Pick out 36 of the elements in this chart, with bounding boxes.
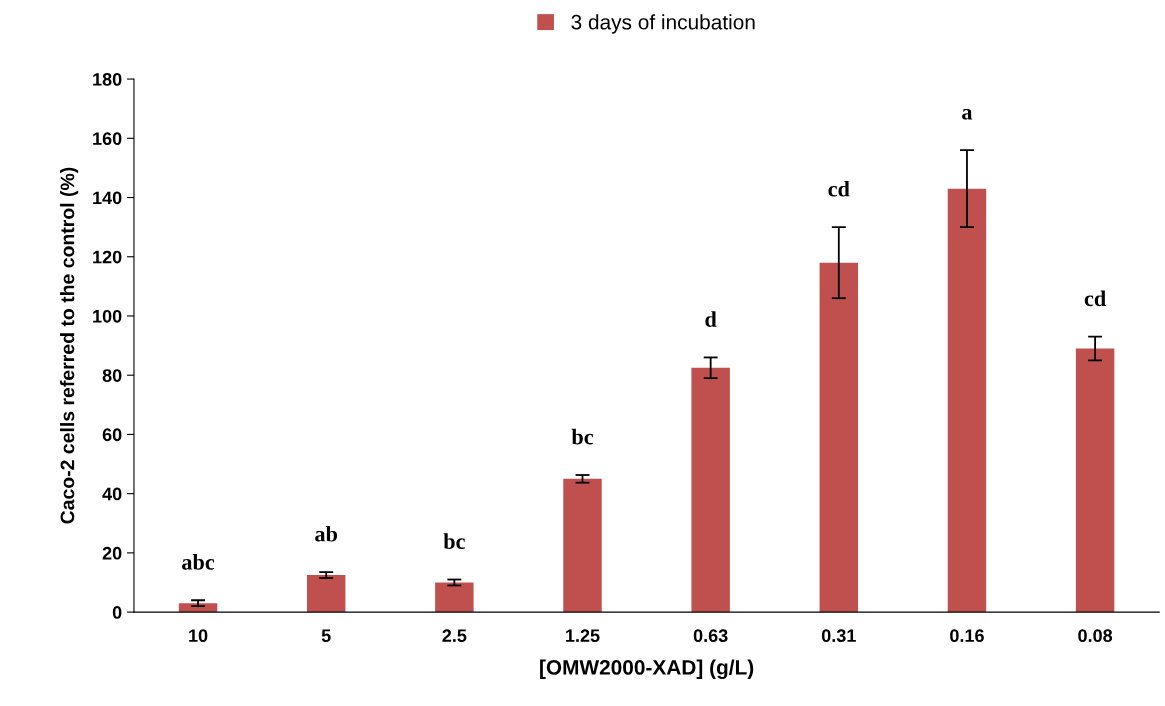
x-tick-label: 1.25 [566,629,600,643]
bar [435,582,474,613]
bar [691,367,730,613]
x-axis-title: [OMW2000-XAD] (g/L) [540,659,754,679]
y-tick-label: 80 [102,369,122,382]
annotation: cd [828,180,850,197]
y-tick-label: 0 [112,606,122,619]
legend-label: 3 days of incubation [571,14,755,34]
x-tick-label: 5 [321,629,331,643]
y-tick-label: 20 [102,546,122,560]
y-tick-label: 40 [102,487,122,501]
x-tick-label: 0.31 [821,629,856,643]
y-tick-label: 140 [93,191,122,205]
annotation: cd [1084,290,1106,307]
annotation: abc [182,554,215,570]
bar [819,262,859,613]
x-tick-label: 0.08 [1078,629,1113,643]
bar [563,478,602,613]
y-tick-label: 120 [93,250,122,264]
y-tick-label: 100 [93,309,122,323]
y-axis-title: Caco-2 cells referred to the control (%) [60,167,79,524]
annotation: a [962,108,973,120]
annotation: bc [443,533,465,549]
annotation: d [705,311,717,327]
bar [947,188,987,613]
annotation: bc [571,428,594,445]
x-tick-label: 10 [189,629,208,643]
bar [1075,348,1115,613]
y-tick-label: 160 [93,132,122,146]
annotation: ab [315,525,338,542]
x-tick-label: 2.5 [442,629,467,643]
bar [306,575,346,613]
y-tick-label: 180 [93,73,122,86]
y-tick-label: 60 [102,428,122,442]
x-tick-label: 0.16 [950,629,984,643]
x-tick-label: 0.63 [693,629,728,643]
